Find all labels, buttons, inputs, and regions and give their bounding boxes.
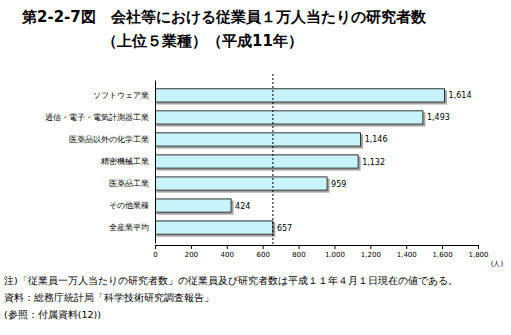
category-label: 全産業平均 bbox=[109, 223, 149, 232]
x-tick-mark bbox=[191, 245, 192, 249]
x-tick: 0 bbox=[153, 245, 157, 259]
bars bbox=[155, 74, 445, 245]
x-tick-label: 800 bbox=[292, 251, 305, 259]
x-tick-label: 600 bbox=[256, 251, 269, 259]
x-tick-mark bbox=[263, 245, 264, 249]
note: 注)「従業員一万人当たりの研究者数」の従業員及び研究者数は平成１１年４月１日現在… bbox=[4, 275, 458, 286]
category-label: ソフトウェア業 bbox=[93, 91, 149, 100]
bar bbox=[155, 155, 358, 168]
x-tick-label: 1,800 bbox=[468, 251, 488, 259]
x-tick-label: 1,600 bbox=[433, 251, 453, 259]
x-tick: 1,800 bbox=[468, 245, 488, 259]
x-tick-mark bbox=[442, 245, 443, 249]
y-tick: 精密機械工業 bbox=[101, 157, 155, 166]
x-tick: 1,400 bbox=[397, 245, 417, 259]
average-line bbox=[272, 74, 273, 245]
x-axis: 0 200 400 600 800 1,000 1,200 1,400 1,600 1,800 bbox=[153, 245, 488, 259]
x-tick-mark bbox=[227, 245, 228, 249]
y-tick: 医薬品工業 bbox=[109, 179, 155, 188]
category-label: その他業種 bbox=[109, 201, 149, 210]
y-tick: その他業種 bbox=[109, 201, 155, 210]
data-label: 959 bbox=[331, 180, 346, 189]
x-tick-label: 0 bbox=[153, 251, 157, 259]
x-tick-mark bbox=[478, 245, 479, 249]
x-tick-label: 1,400 bbox=[397, 251, 417, 259]
bar bbox=[155, 199, 231, 212]
x-tick-mark bbox=[406, 245, 407, 249]
bar bbox=[155, 221, 273, 234]
y-tick: 医薬品以外の化学工業 bbox=[69, 135, 155, 144]
bar bbox=[155, 111, 423, 124]
note: (参照：付属資料(12)) bbox=[4, 309, 101, 320]
x-tick-label: 200 bbox=[185, 251, 198, 259]
data-label: 1,146 bbox=[365, 135, 388, 144]
y-axis-line bbox=[155, 81, 156, 244]
x-tick: 1,200 bbox=[361, 245, 381, 259]
x-axis-label: (人) bbox=[491, 260, 504, 268]
category-label: 医薬品以外の化学工業 bbox=[69, 135, 149, 144]
notes: 注)「従業員一万人当たりの研究者数」の従業員及び研究者数は平成１１年４月１日現在… bbox=[4, 275, 458, 320]
x-axis-line bbox=[156, 245, 479, 246]
category-label: 通信・電子・電気計測器工業 bbox=[45, 113, 149, 122]
bar bbox=[155, 89, 445, 102]
data-label: 1,614 bbox=[449, 91, 472, 100]
x-tick-label: 1,200 bbox=[361, 251, 381, 259]
bar bbox=[155, 133, 361, 146]
y-tick: 全産業平均 bbox=[109, 223, 155, 232]
category-label: 医薬品工業 bbox=[109, 179, 149, 188]
y-tick: 通信・電子・電気計測器工業 bbox=[45, 113, 155, 122]
data-labels: 1,614 1,493 1,146 1,132 959 424 657 bbox=[235, 91, 471, 232]
x-tick-mark bbox=[370, 245, 371, 249]
chart: 第2-2-7図 会社等における従業員１万人当たりの研究者数 （上位５業種）（平成1… bbox=[0, 0, 511, 335]
data-label: 1,493 bbox=[427, 113, 450, 122]
x-tick: 400 bbox=[221, 245, 234, 259]
x-tick-label: 1,000 bbox=[325, 251, 345, 259]
subtitle: （上位５業種）（平成11年） bbox=[102, 32, 303, 50]
y-axis: ソフトウェア業通信・電子・電気計測器工業医薬品以外の化学工業精密機械工業医薬品工… bbox=[45, 81, 156, 244]
x-tick: 1,000 bbox=[325, 245, 345, 259]
x-tick: 800 bbox=[292, 245, 305, 259]
x-tick: 600 bbox=[256, 245, 269, 259]
data-label: 424 bbox=[235, 202, 250, 211]
x-tick-mark bbox=[155, 245, 156, 249]
x-tick: 200 bbox=[185, 245, 198, 259]
x-tick-label: 400 bbox=[221, 251, 234, 259]
x-tick-mark bbox=[299, 245, 300, 249]
x-tick: 1,600 bbox=[433, 245, 453, 259]
data-label: 1,132 bbox=[362, 158, 385, 167]
data-label: 657 bbox=[277, 224, 292, 233]
title: 第2-2-7図 会社等における従業員１万人当たりの研究者数 bbox=[21, 8, 427, 26]
x-tick-mark bbox=[334, 245, 335, 249]
note: 資料：総務庁統計局「科学技術研究調査報告」 bbox=[4, 292, 214, 303]
category-label: 精密機械工業 bbox=[101, 157, 149, 166]
bar bbox=[155, 177, 327, 190]
y-tick: ソフトウェア業 bbox=[93, 91, 155, 100]
